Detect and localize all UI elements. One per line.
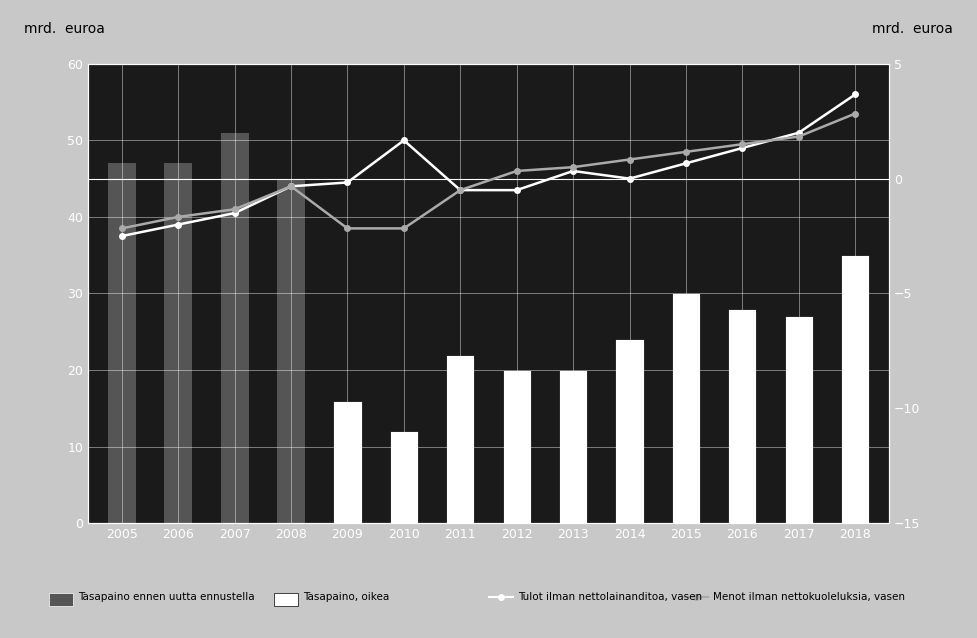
Bar	[728, 309, 756, 523]
FancyBboxPatch shape	[49, 593, 73, 606]
Bar	[390, 431, 418, 523]
Bar	[164, 163, 192, 523]
Bar	[221, 133, 249, 523]
Bar	[333, 401, 361, 523]
Bar	[446, 355, 475, 523]
Text: Menot ilman nettokuoleluksia, vasen: Menot ilman nettokuoleluksia, vasen	[713, 591, 906, 602]
Bar	[785, 316, 813, 523]
Bar	[559, 370, 587, 523]
Bar	[841, 255, 870, 523]
FancyBboxPatch shape	[274, 593, 298, 606]
Bar	[616, 339, 644, 523]
Bar	[502, 370, 531, 523]
Bar	[276, 179, 305, 523]
Text: mrd.  euroa: mrd. euroa	[872, 22, 954, 36]
Bar	[672, 293, 701, 523]
Text: Tasapaino, oikea: Tasapaino, oikea	[303, 591, 389, 602]
Bar	[107, 163, 136, 523]
Text: Tasapaino ennen uutta ennustella: Tasapaino ennen uutta ennustella	[78, 591, 255, 602]
Text: Tulot ilman nettolainanditoa, vasen: Tulot ilman nettolainanditoa, vasen	[518, 591, 701, 602]
Text: mrd.  euroa: mrd. euroa	[23, 22, 105, 36]
